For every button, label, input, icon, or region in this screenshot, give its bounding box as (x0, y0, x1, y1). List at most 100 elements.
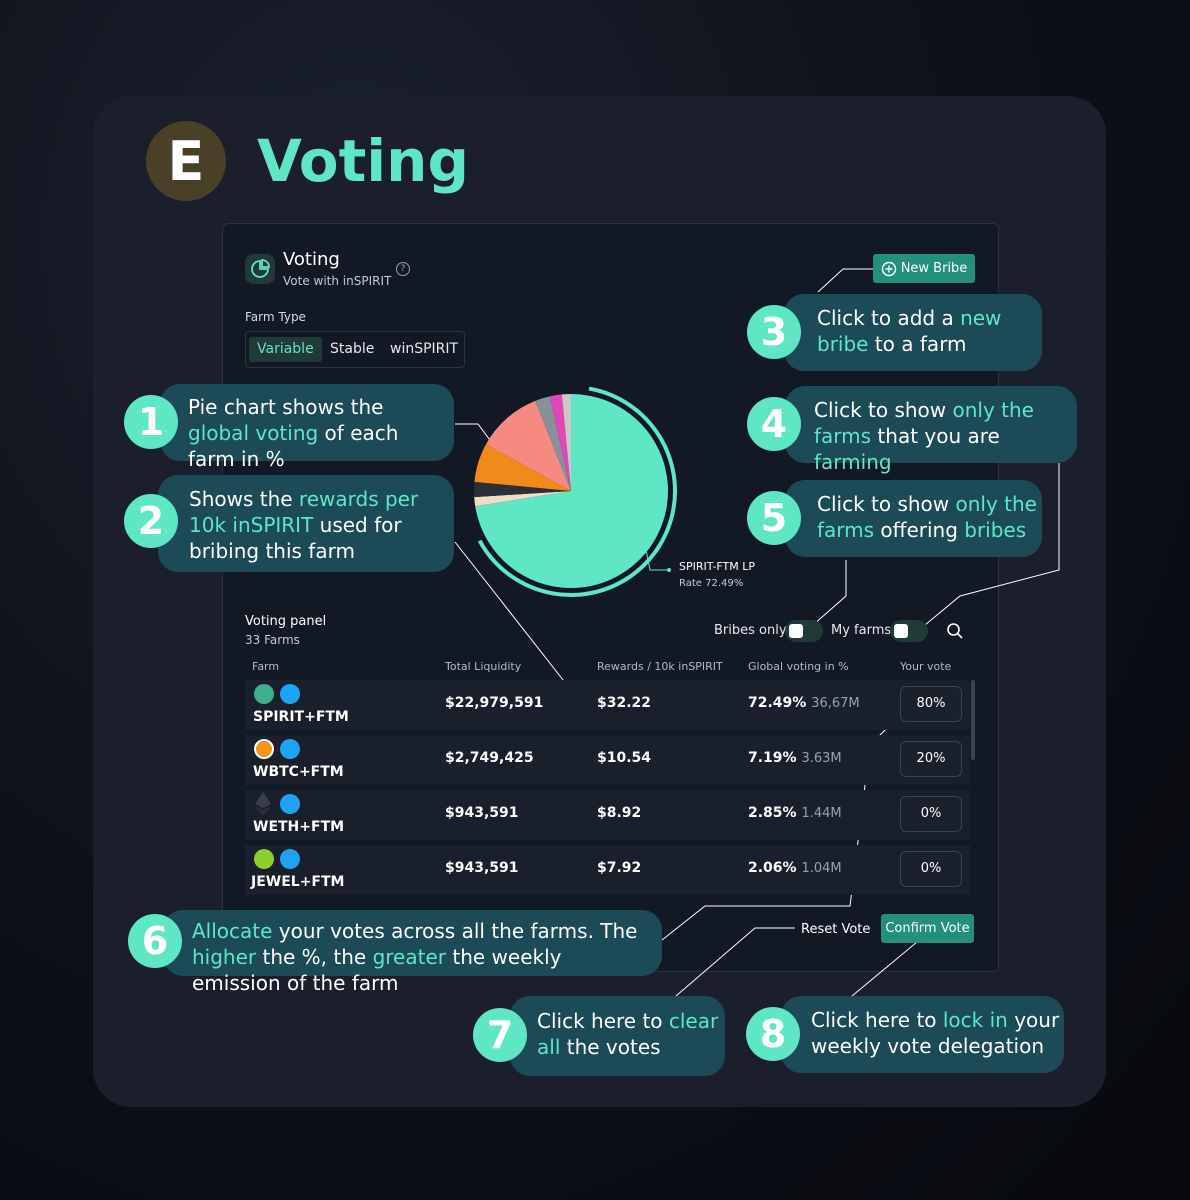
callout-4 (785, 386, 1077, 463)
vote-input[interactable]: 0% (900, 796, 962, 832)
pie-slices (474, 394, 668, 588)
global-voting-count: 3.63M (801, 751, 842, 766)
global-voting-pct: 7.19% (748, 750, 797, 766)
ftm-token-icon (280, 739, 300, 759)
callout-number: 6 (128, 914, 182, 968)
farm-type-label: Farm Type (245, 310, 306, 324)
total-liquidity: $943,591 (445, 860, 519, 876)
pie-slice (535, 396, 571, 491)
rewards: $7.92 (597, 860, 642, 876)
section-title: Voting (257, 127, 469, 195)
callout-number: 3 (747, 305, 801, 359)
new-bribe-button[interactable]: New Bribe (873, 254, 975, 283)
weth-token-icon (255, 792, 271, 816)
callout-number: 1 (124, 395, 178, 449)
table-row: WETH+FTM $943,591 $8.92 2.85% 1.44M 0% (245, 790, 970, 840)
tab-variable[interactable]: Variable (249, 337, 322, 362)
global-voting-pct: 2.06% (748, 860, 797, 876)
global-voting: 2.06% 1.04M (748, 860, 842, 876)
ftm-token-icon (280, 794, 300, 814)
callout-number: 2 (124, 494, 178, 548)
pie-slice (549, 394, 571, 491)
col-liquidity: Total Liquidity (445, 660, 522, 673)
pie-slice (474, 444, 571, 491)
table-row: WBTC+FTM $2,749,425 $10.54 7.19% 3.63M 2… (245, 735, 970, 785)
callout-text: Shows the rewards per 10k inSPIRIT used … (189, 487, 419, 563)
callout-text: Click to add a new bribe to a farm (817, 306, 1002, 356)
pie-slice (475, 394, 668, 588)
total-liquidity: $943,591 (445, 805, 519, 821)
confirm-vote-button[interactable]: Confirm Vote (881, 914, 974, 943)
rewards: $32.22 (597, 695, 652, 711)
help-icon[interactable]: ? (396, 262, 410, 276)
vote-input[interactable]: 80% (900, 686, 962, 722)
col-global-voting: Global voting in % (748, 660, 849, 673)
global-voting: 2.85% 1.44M (748, 805, 842, 821)
pie-chart-icon (245, 254, 275, 284)
pie-slice (561, 394, 571, 491)
card-subtitle: Vote with inSPIRIT (283, 274, 392, 288)
plus-circle-icon (881, 261, 896, 276)
my-farms-toggle[interactable] (890, 620, 928, 642)
rewards: $10.54 (597, 750, 652, 766)
total-liquidity: $22,979,591 (445, 695, 544, 711)
callout-number: 5 (747, 491, 801, 545)
callout-1 (160, 384, 454, 461)
ftm-token-icon (280, 849, 300, 869)
callout-text: Allocate your votes across all the farms… (192, 919, 638, 995)
callout-2 (158, 475, 454, 572)
vote-input[interactable]: 20% (900, 741, 962, 777)
global-voting: 7.19% 3.63M (748, 750, 842, 766)
col-rewards: Rewards / 10k inSPIRIT (597, 660, 723, 673)
global-voting-pct: 72.49% (748, 695, 807, 711)
col-your-vote: Your vote (900, 660, 952, 673)
callout-6 (163, 910, 662, 976)
jewel-token-icon (254, 849, 274, 869)
pie-slice (485, 400, 571, 491)
wbtc-token-icon (254, 739, 274, 759)
pie-slice (474, 491, 571, 507)
callout-3 (784, 294, 1042, 371)
farm-count: 33 Farms (245, 633, 300, 647)
pie-chart (465, 384, 677, 597)
callout-text: Pie chart shows the global voting of eac… (188, 395, 399, 471)
reset-vote-button[interactable]: Reset Vote (801, 922, 871, 937)
tab-winspirit[interactable]: winSPIRIT (390, 341, 459, 357)
pie-label-rate: Rate 72.49% (679, 578, 744, 589)
farm-name: JEWEL+FTM (251, 874, 345, 890)
callout-number: 4 (747, 397, 801, 451)
callout-text: Click here to lock in your weekly vote d… (811, 1008, 1060, 1058)
global-voting: 72.49% 36,67M (748, 695, 860, 711)
rewards: $8.92 (597, 805, 642, 821)
callout-text: Click here to clear all the votes (537, 1009, 719, 1059)
farm-name: WBTC+FTM (253, 764, 344, 780)
farm-name: WETH+FTM (253, 819, 345, 835)
search-icon[interactable] (946, 622, 964, 644)
section-badge: E (146, 121, 226, 201)
global-voting-count: 1.04M (801, 861, 842, 876)
pie-slice (474, 481, 571, 498)
tab-stable[interactable]: Stable (330, 341, 375, 357)
callout-text: Click to show only the farms that you ar… (814, 398, 1034, 474)
farm-type-tabs: Variable Stable winSPIRIT (245, 331, 465, 368)
callout-5 (785, 480, 1042, 557)
global-voting-pct: 2.85% (748, 805, 797, 821)
my-farms-label: My farms (831, 623, 892, 638)
new-bribe-label: New Bribe (900, 261, 968, 276)
voting-panel-title: Voting panel (245, 614, 327, 629)
bribes-only-toggle[interactable] (785, 620, 823, 642)
callout-text: Click to show only the farms offering br… (817, 492, 1037, 542)
bribes-only-label: Bribes only (714, 623, 787, 638)
ftm-token-icon (280, 684, 300, 704)
card-title: Voting (283, 249, 340, 270)
table-scrollbar[interactable] (971, 680, 975, 760)
table-row: JEWEL+FTM $943,591 $7.92 2.06% 1.04M 0% (245, 845, 970, 895)
farm-name: SPIRIT+FTM (253, 709, 349, 725)
spirit-token-icon (254, 684, 274, 704)
vote-input[interactable]: 0% (900, 851, 962, 887)
total-liquidity: $2,749,425 (445, 750, 534, 766)
callout-8 (781, 996, 1064, 1073)
callout-7 (510, 996, 725, 1076)
callout-number: 8 (746, 1007, 800, 1061)
global-voting-count: 1.44M (801, 806, 842, 821)
